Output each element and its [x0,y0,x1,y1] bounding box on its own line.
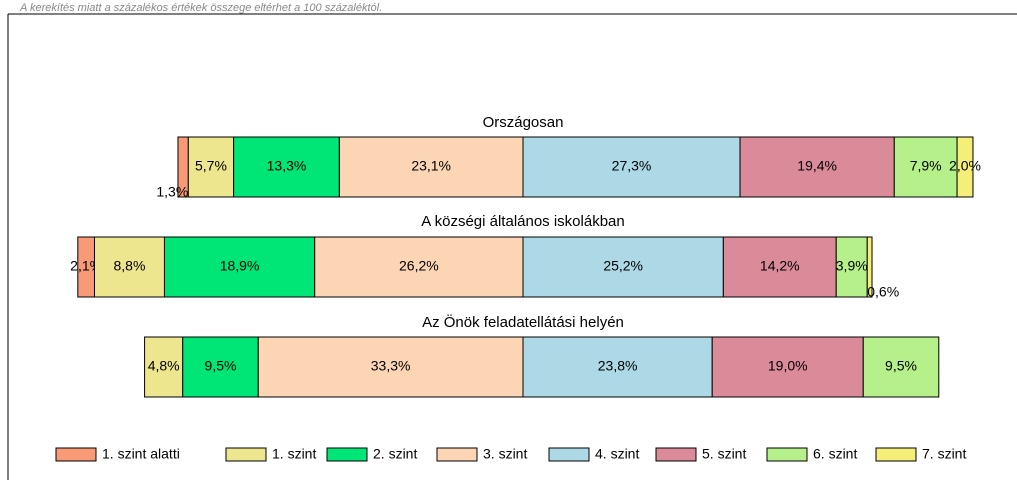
legend-swatch [55,447,97,462]
legend-label: 1. szint alatti [102,446,180,462]
group-title: Az Önök feladatellátási helyén [422,313,624,331]
legend-label: 5. szint [702,446,746,462]
value-label: 9,5% [205,358,237,374]
value-label: 14,2% [760,258,800,274]
value-label: 13,3% [267,158,307,174]
legend-swatch [875,447,917,462]
bar-segment [956,136,974,198]
bar-segment [711,336,864,398]
legend-label: 7. szint [922,446,966,462]
legend-label: 6. szint [813,446,857,462]
legend-swatch [225,447,267,462]
value-label: 8,8% [114,258,146,274]
legend-swatch [766,447,808,462]
value-label: 1,3% [156,184,188,200]
legend-label: 4. szint [595,446,639,462]
value-label: 27,3% [612,158,652,174]
bar-segment [163,236,316,298]
value-label: 2,0% [949,158,981,174]
bar-segment [522,336,713,398]
value-label: 19,4% [797,158,837,174]
value-label: 3,9% [836,258,868,274]
bar-segment [144,336,184,398]
bar-segment [338,136,524,198]
bar-segment [862,336,940,398]
value-label: 23,1% [411,158,451,174]
note: A kerekítés miatt a százalékos értékek ö… [19,2,382,14]
legend-label: 1. szint [272,446,316,462]
value-label: 7,9% [910,158,942,174]
value-label: 4,8% [148,358,180,374]
bar-segment [182,336,259,398]
bar-segment [257,336,524,398]
bar-segment [722,236,837,298]
bar-segment [835,236,868,298]
value-label: 5,7% [195,158,227,174]
value-label: 18,9% [220,258,260,274]
value-label: 19,0% [768,358,808,374]
bar-segment [314,236,524,298]
bar-segment [233,136,340,198]
legend-label: 2. szint [373,446,417,462]
value-label: 0,6% [867,284,899,300]
value-label: 25,2% [603,258,643,274]
group-title: A községi általános iskolákban [421,213,624,230]
legend-label: 3. szint [483,446,527,462]
group-title: Országosan [483,114,564,131]
bar-segment [866,236,873,298]
legend-swatch [326,447,368,462]
bar-segment [522,236,724,298]
value-label: 26,2% [399,258,439,274]
legend-swatch [436,447,478,462]
bar-segment [522,136,741,198]
bar-segment [187,136,235,198]
value-label: 9,5% [885,358,917,374]
value-label: 33,3% [371,358,411,374]
legend-swatch [655,447,697,462]
legend-swatch [548,447,590,462]
value-label: 23,8% [598,358,638,374]
